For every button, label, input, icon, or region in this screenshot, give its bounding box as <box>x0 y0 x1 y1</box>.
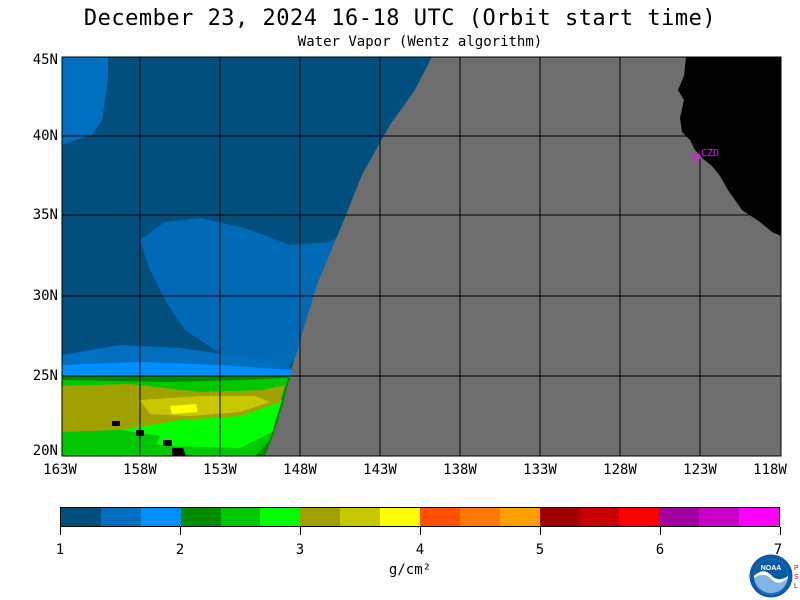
colorbar-label-6: 6 <box>655 542 665 558</box>
lon-label-118w: 118W <box>753 462 787 478</box>
colorbar-swatch-3 <box>180 508 221 526</box>
colorbar-swatch-7 <box>340 508 381 526</box>
colorbar <box>60 507 780 527</box>
colorbar-swatch-5 <box>260 508 301 526</box>
lat-label-30n: 30N <box>32 288 58 304</box>
swath-medium-blue-nw <box>62 57 108 145</box>
colorbar-swatch-14 <box>619 508 660 526</box>
colorbar-label-2: 2 <box>175 542 185 558</box>
island-hawaii <box>172 448 186 456</box>
colorbar-swatch-0 <box>61 508 101 526</box>
colorbar-swatch-4 <box>220 508 261 526</box>
colorbar-swatch-11 <box>499 508 540 526</box>
no-data-diagonal <box>268 57 781 456</box>
lat-label-35n: 35N <box>32 207 58 223</box>
station-marker <box>693 153 701 161</box>
colorbar-label-3: 3 <box>295 542 305 558</box>
lon-label-153w: 153W <box>203 462 237 478</box>
land-california <box>678 57 781 236</box>
lon-label-133w: 133W <box>523 462 557 478</box>
colorbar-label-1: 1 <box>55 542 65 558</box>
island-maui <box>163 440 172 446</box>
lon-label-143w: 143W <box>363 462 397 478</box>
colorbar-swatch-15 <box>659 508 700 526</box>
colorbar-tick <box>780 527 781 535</box>
lon-label-148w: 148W <box>283 462 317 478</box>
colorbar-tick <box>300 527 301 535</box>
map-title: December 23, 2024 16-18 UTC (Orbit start… <box>83 6 717 31</box>
colorbar-swatch-16 <box>699 508 740 526</box>
colorbar-label-5: 5 <box>535 542 545 558</box>
colorbar-swatch-6 <box>300 508 341 526</box>
logo-text: NOAA <box>761 565 782 572</box>
noaa-logo: NOAA <box>748 553 794 599</box>
lat-label-20n: 20N <box>32 443 58 459</box>
map-frame <box>61 56 782 457</box>
lat-label-45n: 45N <box>32 52 58 68</box>
colorbar-tick <box>60 527 61 535</box>
lon-label-163w: 163W <box>43 462 77 478</box>
map-grid <box>62 57 781 456</box>
colorbar-swatch-13 <box>579 508 620 526</box>
swath-green-south <box>62 430 160 456</box>
lon-label-123w: 123W <box>683 462 717 478</box>
map-subtitle: Water Vapor (Wentz algorithm) <box>297 34 543 50</box>
station-label: CZD <box>701 148 719 159</box>
lon-label-128w: 128W <box>603 462 637 478</box>
colorbar-label-4: 4 <box>415 542 425 558</box>
colorbar-swatch-9 <box>420 508 460 526</box>
swath-bright-blue <box>62 362 292 378</box>
colorbar-label-7: 7 <box>773 542 783 558</box>
island-kauai <box>112 421 120 426</box>
lon-label-138w: 138W <box>443 462 477 478</box>
swath-yellow <box>170 404 198 414</box>
colorbar-swatch-8 <box>380 508 421 526</box>
swath-dark-blue <box>62 57 432 380</box>
colorbar-tick <box>180 527 181 535</box>
colorbar-swatch-1 <box>100 508 141 526</box>
colorbar-tick <box>420 527 421 535</box>
colorbar-swatch-2 <box>140 508 181 526</box>
colorbar-swatch-12 <box>539 508 580 526</box>
swath-medium-blue-center <box>140 218 345 372</box>
lon-label-158w: 158W <box>123 462 157 478</box>
colorbar-swatch-17 <box>739 508 780 526</box>
colorbar-units: g/cm² <box>388 562 432 578</box>
colorbar-swatch-10 <box>459 508 500 526</box>
colorbar-tick <box>660 527 661 535</box>
lat-label-40n: 40N <box>32 128 58 144</box>
colorbar-tick <box>540 527 541 535</box>
lat-label-25n: 25N <box>32 368 58 384</box>
